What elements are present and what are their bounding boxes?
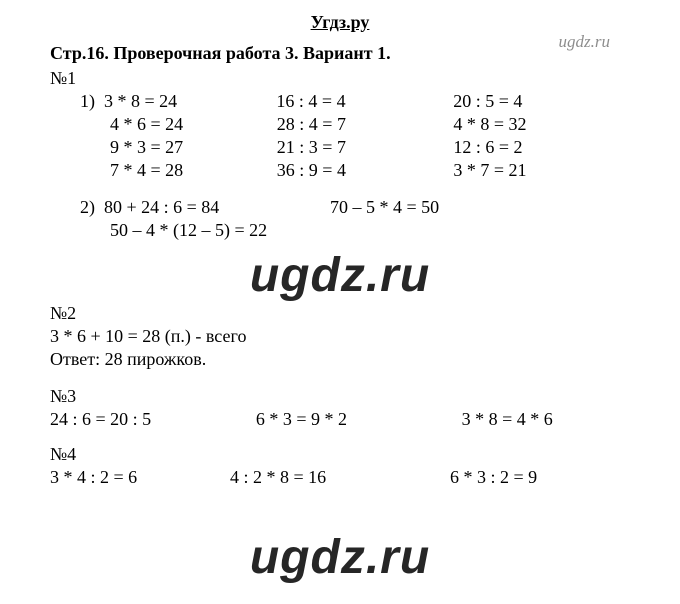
cell: 6 * 3 : 2 = 9 bbox=[450, 467, 537, 488]
problem1-part1-row2: 9 * 3 = 27 21 : 3 = 7 12 : 6 = 2 bbox=[50, 137, 630, 158]
cell: 7 * 4 = 28 bbox=[110, 160, 277, 181]
cell: 4 : 2 * 8 = 16 bbox=[230, 467, 450, 488]
cell: 16 : 4 = 4 bbox=[276, 91, 453, 112]
text: Ответ: 28 пирожков. bbox=[50, 349, 206, 370]
problem1-part1-row3: 7 * 4 = 28 36 : 9 = 4 3 * 7 = 21 bbox=[50, 160, 630, 181]
cell: 6 * 3 = 9 * 2 bbox=[256, 409, 462, 430]
cell: 12 : 6 = 2 bbox=[453, 137, 630, 158]
problem1-label: №1 bbox=[50, 68, 630, 89]
cell: 3 * 8 = 24 bbox=[104, 91, 177, 111]
cell: 3 * 8 = 4 * 6 bbox=[462, 409, 630, 430]
cell: 24 : 6 = 20 : 5 bbox=[50, 409, 256, 430]
cell: 4 * 8 = 32 bbox=[453, 114, 630, 135]
problem3-label: №3 bbox=[50, 386, 630, 407]
cell: 9 * 3 = 27 bbox=[110, 137, 277, 158]
cell: 36 : 9 = 4 bbox=[277, 160, 454, 181]
problem1-part2-row2: 50 – 4 * (12 – 5) = 22 bbox=[50, 220, 630, 241]
p1p2-label: 2) bbox=[80, 197, 95, 217]
watermark-big-2: ugdz.ru bbox=[250, 530, 430, 585]
p1p1-indent: 1) 3 * 8 = 24 bbox=[80, 91, 276, 112]
cell: 20 : 5 = 4 bbox=[453, 91, 630, 112]
problem1-part1-row0: 1) 3 * 8 = 24 16 : 4 = 4 20 : 5 = 4 bbox=[50, 91, 630, 112]
problem1-part1-row1: 4 * 6 = 24 28 : 4 = 7 4 * 8 = 32 bbox=[50, 114, 630, 135]
section-title: Стр.16. Проверочная работа 3. Вариант 1. bbox=[50, 43, 630, 64]
site-header: Угдз.ру bbox=[50, 12, 630, 33]
cell: 70 – 5 * 4 = 50 bbox=[330, 197, 439, 218]
p1p2-c1: 2) 80 + 24 : 6 = 84 bbox=[80, 197, 330, 218]
watermark-small: ugdz.ru bbox=[559, 32, 610, 52]
problem1-part2-row1: 2) 80 + 24 : 6 = 84 70 – 5 * 4 = 50 bbox=[50, 197, 630, 218]
problem3-row: 24 : 6 = 20 : 5 6 * 3 = 9 * 2 3 * 8 = 4 … bbox=[50, 409, 630, 430]
cell: 3 * 4 : 2 = 6 bbox=[50, 467, 230, 488]
watermark-big-1: ugdz.ru bbox=[250, 248, 430, 303]
cell: 21 : 3 = 7 bbox=[277, 137, 454, 158]
cell: 4 * 6 = 24 bbox=[110, 114, 277, 135]
cell: 3 * 7 = 21 bbox=[453, 160, 630, 181]
problem4-label: №4 bbox=[50, 444, 630, 465]
text: 3 * 6 + 10 = 28 (п.) - всего bbox=[50, 326, 246, 347]
p1p1-label: 1) bbox=[80, 91, 95, 111]
cell: 80 + 24 : 6 = 84 bbox=[104, 197, 219, 217]
cell: 28 : 4 = 7 bbox=[277, 114, 454, 135]
problem2-line1: 3 * 6 + 10 = 28 (п.) - всего bbox=[50, 326, 630, 347]
cell: 50 – 4 * (12 – 5) = 22 bbox=[110, 220, 267, 241]
problem2-label: №2 bbox=[50, 303, 630, 324]
problem4-row: 3 * 4 : 2 = 6 4 : 2 * 8 = 16 6 * 3 : 2 =… bbox=[50, 467, 630, 488]
problem2-line2: Ответ: 28 пирожков. bbox=[50, 349, 630, 370]
